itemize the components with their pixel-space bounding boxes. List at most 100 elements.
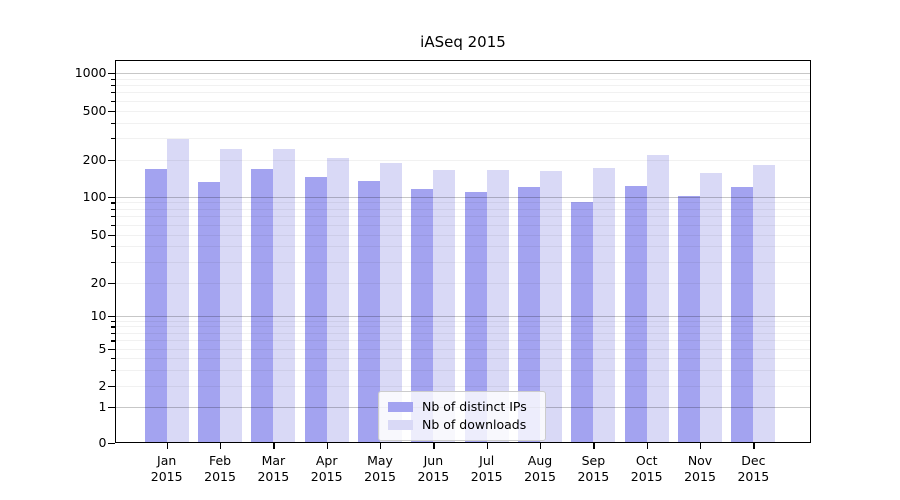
gridline-major (114, 196, 811, 198)
y-minor-tick (111, 85, 115, 87)
y-tick-label: 20 (90, 275, 107, 290)
bar-downloads (380, 163, 403, 443)
gridline (114, 85, 811, 86)
x-tick-label: Aug 2015 (524, 453, 556, 484)
y-minor-tick (111, 358, 115, 360)
bar-distinct-ips (678, 196, 701, 443)
y-minor-tick (111, 369, 115, 371)
y-tick (108, 443, 115, 445)
bar-distinct-ips (411, 188, 434, 443)
gridline (114, 358, 811, 360)
bar-distinct-ips (304, 176, 327, 443)
y-tick (108, 159, 115, 161)
bar-distinct-ips (571, 201, 594, 443)
gridline (114, 208, 811, 210)
x-tick (433, 443, 435, 449)
y-tick (108, 234, 115, 236)
bar-distinct-ips (624, 186, 647, 443)
y-minor-tick (111, 92, 115, 94)
y-minor-tick (111, 261, 115, 263)
y-tick-label: 50 (90, 226, 107, 242)
x-tick-label: Oct 2015 (630, 453, 663, 484)
gridline (114, 216, 811, 218)
y-tick (108, 72, 115, 74)
x-tick-label: Jan 2015 (150, 453, 183, 484)
gridline (114, 326, 811, 328)
x-tick (166, 443, 168, 449)
gridline (114, 234, 811, 236)
y-tick-label: 10 (90, 307, 107, 323)
y-tick-label: 1000 (74, 64, 107, 80)
bar-downloads (273, 148, 296, 443)
gridline (114, 138, 811, 140)
y-tick (108, 283, 115, 285)
bar-downloads (646, 154, 669, 443)
x-tick (700, 443, 702, 449)
y-minor-tick (111, 340, 115, 342)
x-tick (646, 443, 648, 449)
y-minor-tick (111, 78, 115, 80)
gridline (114, 159, 811, 161)
x-tick (220, 443, 222, 449)
y-tick (108, 349, 115, 351)
gridline (114, 110, 811, 112)
gridline (114, 246, 811, 248)
bar-distinct-ips (731, 186, 754, 443)
gridline-major (114, 72, 811, 74)
legend: Nb of distinct IPs Nb of downloads (378, 391, 546, 441)
bar-downloads (540, 170, 563, 443)
y-tick (108, 110, 115, 112)
bar-downloads (220, 149, 243, 443)
bar-downloads (593, 168, 616, 443)
x-tick-label: Jun 2015 (417, 453, 450, 484)
y-tick-label: 500 (82, 102, 107, 118)
x-tick (593, 443, 595, 449)
bar-distinct-ips (518, 186, 541, 443)
y-tick (108, 315, 115, 317)
y-tick-label: 100 (82, 188, 107, 204)
y-minor-tick (111, 138, 115, 140)
legend-label-downloads: Nb of downloads (422, 417, 527, 432)
bar-downloads (166, 138, 189, 443)
gridline (114, 386, 811, 387)
bar-distinct-ips (251, 169, 274, 443)
legend-row-downloads: Nb of downloads (388, 416, 536, 433)
chart-title: iASeq 2015 (420, 33, 506, 51)
gridline (114, 369, 811, 371)
bar-distinct-ips (144, 169, 167, 443)
y-tick (108, 196, 115, 198)
bar-downloads (326, 158, 349, 443)
y-minor-tick (111, 326, 115, 328)
legend-swatch-downloads (388, 419, 413, 430)
x-tick-label: Jul 2015 (470, 453, 503, 484)
x-tick-label: Feb 2015 (204, 453, 236, 484)
gridline (114, 340, 811, 342)
x-tick-label: Sep 2015 (577, 453, 610, 484)
x-tick-label: Dec 2015 (737, 453, 770, 484)
x-tick-label: Nov 2015 (684, 453, 716, 484)
gridline (114, 320, 811, 322)
gridline (114, 202, 811, 204)
y-tick-label: 0 (98, 435, 107, 450)
gridline (114, 332, 811, 334)
x-tick (380, 443, 382, 449)
x-tick (486, 443, 488, 449)
gridline (114, 349, 811, 351)
y-tick (108, 386, 115, 388)
x-tick (753, 443, 755, 449)
gridline (114, 261, 811, 263)
y-tick-label: 1 (98, 399, 107, 415)
bar-distinct-ips (198, 182, 221, 443)
x-tick-label: Apr 2015 (310, 453, 343, 484)
y-tick-label: 200 (82, 151, 107, 167)
y-minor-tick (111, 100, 115, 102)
legend-label-distinct-ips: Nb of distinct IPs (422, 399, 527, 414)
bar-distinct-ips (464, 191, 487, 443)
bar-downloads (753, 164, 776, 443)
gridline (114, 78, 811, 80)
y-tick-label: 2 (98, 378, 107, 393)
gridline (114, 100, 811, 102)
y-minor-tick (111, 202, 115, 204)
y-minor-tick (111, 122, 115, 124)
legend-swatch-distinct-ips (388, 401, 413, 412)
